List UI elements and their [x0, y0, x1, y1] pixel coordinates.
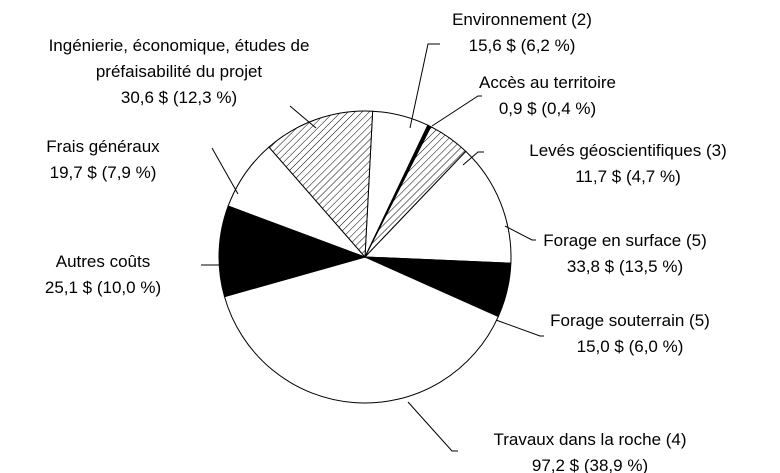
slice-value: 30,6 $ (12,3 %): [120, 88, 238, 107]
slice-value: 19,7 $ (7,9 %): [49, 163, 157, 182]
leader-line: [504, 225, 536, 241]
slice-value: 11,7 $ (4,7 %): [575, 167, 681, 186]
slice-label: Travaux dans la roche (4) 97,2 $ (38,9 %): [440, 427, 740, 473]
leader-line: [462, 151, 484, 166]
slice-name: Frais généraux: [46, 137, 160, 156]
pie-slice: [218, 205, 367, 298]
slice-name: Autres coûts: [55, 252, 151, 271]
leader-line: [211, 147, 239, 195]
slice-value: 33,8 $ (13,5 %): [566, 257, 684, 276]
pie-slice: [223, 256, 499, 404]
slice-value: 15,6 $ (6,2 %): [468, 36, 576, 55]
slice-value: 15,0 $ (6,0 %): [576, 337, 684, 356]
slice-label: Frais généraux 19,7 $ (7,9 %): [0, 134, 206, 186]
slice-name: Ingénierie, économique, études de préfai…: [48, 36, 310, 81]
slice-name: Forage souterrain (5): [550, 311, 710, 330]
slice-label: Environnement (2) 15,6 $ (6,2 %): [412, 7, 632, 59]
slice-label: Ingénierie, économique, études de préfai…: [5, 33, 353, 111]
slice-label: Autres coûts 25,1 $ (10,0 %): [0, 249, 206, 301]
leader-line: [289, 105, 317, 129]
leader-line: [409, 43, 440, 129]
slice-label: Forage en surface (5) 33,8 $ (13,5 %): [520, 228, 730, 280]
slice-label: Forage souterrain (5) 15,0 $ (6,0 %): [530, 308, 730, 360]
slice-name: Levés géoscientifiques (3): [529, 141, 727, 160]
slice-name: Environnement (2): [452, 10, 592, 29]
slice-name: Forage en surface (5): [543, 231, 707, 250]
leader-line: [407, 401, 458, 452]
slice-value: 0,9 $ (0,4 %): [498, 99, 597, 118]
slice-name: Accès au territoire: [479, 73, 616, 92]
pie-slice: [268, 110, 374, 259]
slice-value: 25,1 $ (10,0 %): [44, 278, 162, 297]
leader-line: [431, 95, 482, 127]
slice-name: Travaux dans la roche (4): [493, 430, 687, 449]
leader-line: [495, 319, 544, 337]
slice-value: 97,2 $ (38,9 %): [531, 456, 649, 473]
slice-label: Levés géoscientifiques (3) 11,7 $ (4,7 %): [478, 138, 778, 190]
slice-label: Accès au territoire 0,9 $ (0,4 %): [440, 70, 655, 122]
